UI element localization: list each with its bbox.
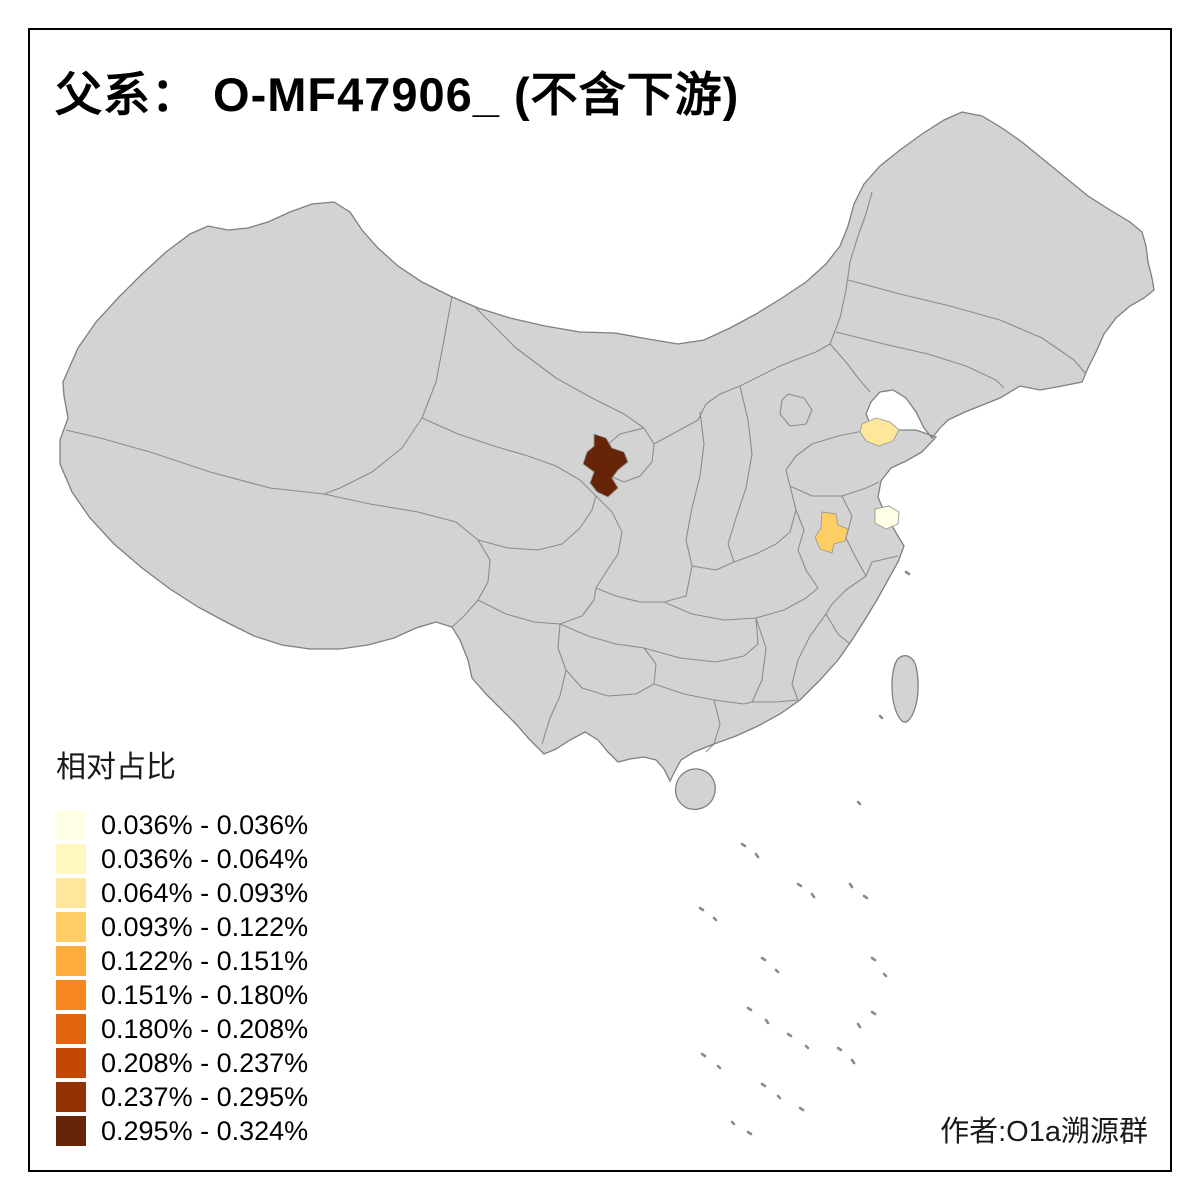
attribution: 作者:O1a溯源群	[940, 1116, 1148, 1148]
legend-swatch	[56, 1048, 86, 1078]
taiwan-island	[891, 655, 919, 723]
legend-label: 0.036% - 0.064%	[101, 843, 309, 874]
legend-label: 0.295% - 0.324%	[101, 1115, 309, 1146]
legend-label: 0.180% - 0.208%	[101, 1013, 309, 1044]
legend-item: 0.151% - 0.180%	[56, 978, 308, 1012]
legend-swatch	[56, 810, 86, 840]
hainan-island	[674, 768, 716, 811]
legend-swatch	[56, 1082, 86, 1112]
legend-swatch	[56, 1116, 86, 1146]
highlighted-region-northwest-darkest	[582, 433, 629, 498]
highlighted-region-jiangsu-coast	[874, 505, 900, 530]
legend-item: 0.180% - 0.208%	[56, 1012, 308, 1046]
legend: 相对占比 0.036% - 0.036% 0.036% - 0.064% 0.0…	[56, 742, 308, 1148]
legend-swatch	[56, 980, 86, 1010]
province-borders	[65, 191, 1087, 753]
highlighted-region-anhui	[814, 511, 849, 554]
legend-label: 0.237% - 0.295%	[101, 1081, 309, 1112]
legend-label: 0.064% - 0.093%	[101, 877, 309, 908]
legend-item: 0.208% - 0.237%	[56, 1046, 308, 1080]
legend-label: 0.122% - 0.151%	[101, 945, 309, 976]
legend-swatch	[56, 946, 86, 976]
legend-title: 相对占比	[56, 751, 176, 784]
legend-label: 0.093% - 0.122%	[101, 911, 309, 942]
legend-swatch	[56, 878, 86, 908]
plot-title: 父系： O-MF47906_ (不含下游)	[55, 68, 740, 121]
legend-swatch	[56, 1014, 86, 1044]
legend-swatch	[56, 912, 86, 942]
legend-item: 0.064% - 0.093%	[56, 876, 308, 910]
legend-item: 0.036% - 0.064%	[56, 842, 308, 876]
legend-item: 0.295% - 0.324%	[56, 1114, 308, 1148]
legend-label: 0.036% - 0.036%	[101, 809, 309, 840]
legend-swatch	[56, 844, 86, 874]
legend-label: 0.208% - 0.237%	[101, 1047, 309, 1078]
legend-item: 0.122% - 0.151%	[56, 944, 308, 978]
legend-label: 0.151% - 0.180%	[101, 979, 309, 1010]
legend-item: 0.237% - 0.295%	[56, 1080, 308, 1114]
legend-item: 0.036% - 0.036%	[56, 808, 308, 842]
south-china-sea-islets	[698, 570, 911, 1136]
legend-item: 0.093% - 0.122%	[56, 910, 308, 944]
highlighted-region-shandong-peninsula	[859, 417, 900, 447]
